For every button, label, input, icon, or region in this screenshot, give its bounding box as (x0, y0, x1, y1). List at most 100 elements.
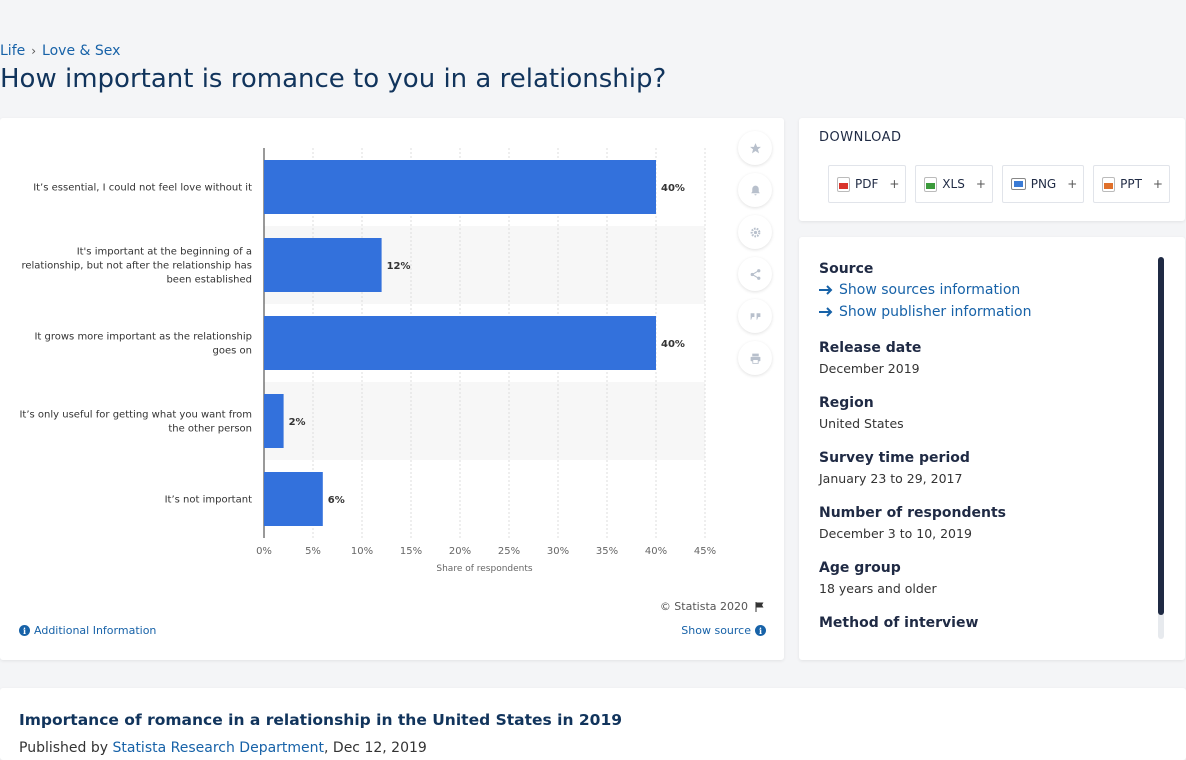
publisher-link[interactable]: Statista Research Department (112, 740, 325, 756)
x-axis-label: Share of respondents (436, 564, 533, 574)
category-label: It’s only useful for getting what you wa… (19, 410, 252, 421)
additional-information-link[interactable]: i Additional Information (19, 624, 156, 637)
pdf-file-icon (837, 176, 850, 192)
bar (264, 316, 656, 370)
metadata-list: Source Show sources information Show pub… (819, 261, 1149, 636)
region-label: Region (819, 395, 874, 411)
published-by: Published by Statista Research Departmen… (19, 740, 427, 756)
age-group-label: Age group (819, 560, 901, 576)
category-label: It’s essential, I could not feel love wi… (33, 183, 252, 194)
chart-card: 40% It’s essential, I could not feel love… (0, 118, 784, 660)
data-label: 40% (661, 183, 685, 194)
show-sources-label: Show sources information (839, 282, 1021, 298)
tick-label: 35% (596, 546, 618, 557)
tick-label: 45% (694, 546, 716, 557)
category-label: been established (166, 275, 252, 286)
published-by-label: Published by (19, 740, 113, 756)
statistic-info-card: Importance of romance in a relationship … (0, 688, 1186, 760)
source-label: Source (819, 261, 874, 277)
method-label: Method of interview (819, 615, 979, 631)
copyright: © Statista 2020 (660, 600, 766, 613)
plus-icon: + (975, 177, 986, 191)
download-card: DOWNLOAD PDF + XLS + PNG + PPT + (799, 118, 1185, 221)
data-label: 40% (661, 339, 685, 350)
page-title: How important is romance to you in a rel… (0, 64, 667, 94)
download-ppt-button[interactable]: PPT + (1093, 165, 1170, 203)
show-publisher-link[interactable]: Show publisher information (819, 304, 1149, 320)
show-source-link[interactable]: Show source i (681, 624, 766, 637)
statistic-title: Importance of romance in a relationship … (19, 711, 623, 729)
download-xls-label: XLS (942, 177, 965, 191)
bar (264, 394, 284, 448)
show-sources-link[interactable]: Show sources information (819, 282, 1149, 298)
bar (264, 238, 382, 292)
tick-label: 10% (351, 546, 373, 557)
tick-label: 15% (400, 546, 422, 557)
tick-label: 5% (305, 546, 321, 557)
data-label: 2% (289, 417, 306, 428)
metadata-scrollbar[interactable] (1158, 257, 1164, 639)
plus-icon: + (1152, 177, 1163, 191)
tick-label: 40% (645, 546, 667, 557)
download-pdf-button[interactable]: PDF + (828, 165, 907, 203)
info-icon: i (19, 625, 30, 636)
category-label: It’s not important (165, 495, 252, 506)
gear-icon[interactable] (738, 215, 772, 249)
survey-period-label: Survey time period (819, 450, 970, 466)
breadcrumb: Life › Love & Sex (0, 43, 120, 59)
tick-label: 20% (449, 546, 471, 557)
chevron-right-icon: › (31, 44, 37, 58)
chart-toolbar (738, 131, 772, 383)
respondents-label: Number of respondents (819, 505, 1006, 521)
show-source-label: Show source (681, 624, 751, 637)
download-ppt-label: PPT (1120, 177, 1142, 191)
breadcrumb-love-sex[interactable]: Love & Sex (42, 43, 121, 59)
band-background (264, 382, 705, 460)
png-file-icon (1010, 178, 1026, 190)
flag-icon[interactable] (754, 601, 766, 613)
data-label: 6% (328, 495, 345, 506)
tick-label: 0% (256, 546, 272, 557)
download-png-label: PNG (1030, 177, 1057, 191)
favorite-star-icon[interactable] (738, 131, 772, 165)
share-icon[interactable] (738, 257, 772, 291)
copyright-text: © Statista 2020 (659, 600, 748, 613)
download-xls-button[interactable]: XLS + (915, 165, 993, 203)
additional-information-label: Additional Information (34, 624, 157, 637)
category-label: It's important at the beginning of a (77, 247, 252, 258)
category-label: relationship, but not after the relation… (21, 261, 252, 272)
survey-period-value: January 23 to 29, 2017 (819, 471, 963, 486)
download-pdf-label: PDF (855, 177, 879, 191)
arrow-right-icon (819, 285, 833, 295)
info-icon: i (755, 625, 766, 636)
release-date-label: Release date (819, 340, 922, 356)
plus-icon: + (1067, 177, 1078, 191)
data-label: 12% (387, 261, 411, 272)
ppt-file-icon (1102, 176, 1116, 192)
published-date: , Dec 12, 2019 (324, 740, 427, 756)
category-label: the other person (168, 424, 252, 435)
download-png-button[interactable]: PNG + (1001, 165, 1085, 203)
bar (264, 160, 656, 214)
region-value: United States (819, 416, 904, 431)
category-label: goes on (213, 346, 252, 357)
bar (264, 472, 323, 526)
release-date-value: December 2019 (819, 361, 920, 376)
download-title: DOWNLOAD (819, 130, 902, 145)
print-icon[interactable] (738, 341, 772, 375)
tick-label: 30% (547, 546, 569, 557)
bar-chart: 40% It’s essential, I could not feel love… (19, 148, 716, 574)
category-label: It grows more important as the relations… (34, 332, 252, 343)
quote-icon[interactable] (738, 299, 772, 333)
scrollbar-thumb[interactable] (1158, 257, 1164, 615)
plus-icon: + (889, 177, 900, 191)
arrow-right-icon (819, 307, 833, 317)
respondents-value: December 3 to 10, 2019 (819, 526, 972, 541)
tick-label: 25% (498, 546, 520, 557)
bell-icon[interactable] (738, 173, 772, 207)
show-publisher-label: Show publisher information (839, 304, 1032, 320)
breadcrumb-life[interactable]: Life (0, 43, 26, 59)
metadata-card: Source Show sources information Show pub… (799, 237, 1185, 660)
age-group-value: 18 years and older (819, 581, 937, 596)
xls-file-icon (924, 176, 938, 192)
